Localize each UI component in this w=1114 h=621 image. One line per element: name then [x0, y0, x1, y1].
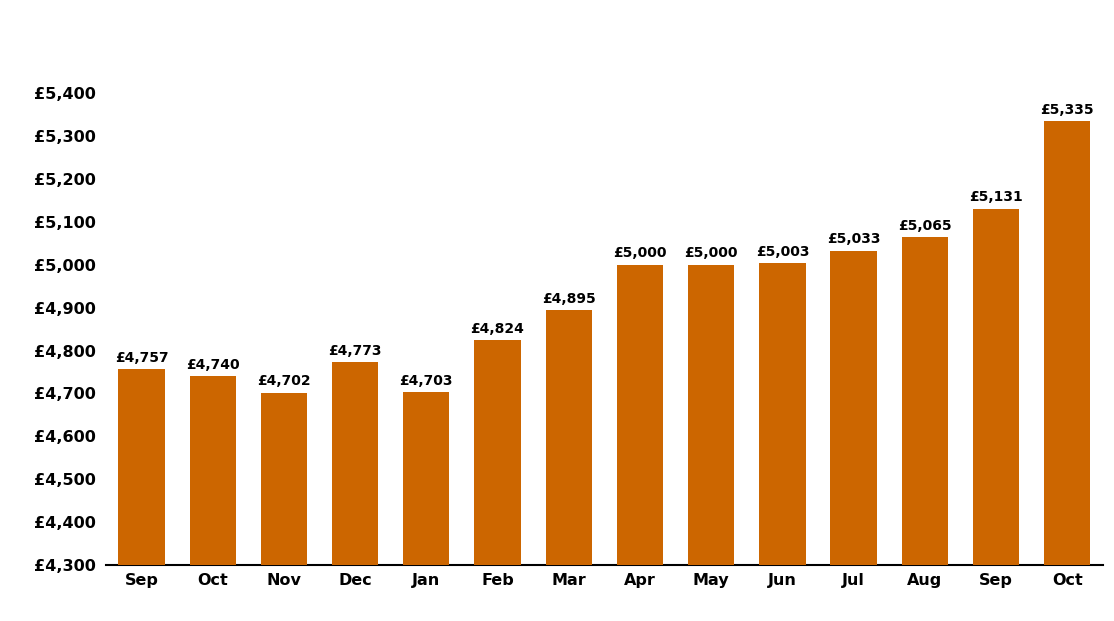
Text: £4,740: £4,740	[186, 358, 240, 372]
Text: £4,702: £4,702	[257, 374, 311, 388]
Bar	[403, 392, 449, 621]
Text: £5,033: £5,033	[827, 232, 880, 247]
Bar	[688, 265, 734, 621]
Text: £5,335: £5,335	[1040, 102, 1094, 117]
Bar	[973, 209, 1019, 621]
Text: BCA – Dealer part-exchange average values: BCA – Dealer part-exchange average value…	[20, 28, 737, 56]
Text: £4,773: £4,773	[329, 344, 382, 358]
Text: £5,000: £5,000	[684, 247, 737, 260]
Text: £4,757: £4,757	[115, 351, 168, 365]
Text: £4,895: £4,895	[541, 291, 596, 306]
Bar	[546, 310, 592, 621]
Bar	[118, 369, 165, 621]
Bar	[901, 237, 948, 621]
Bar	[760, 263, 805, 621]
Text: £5,000: £5,000	[613, 247, 666, 260]
Bar	[1044, 121, 1091, 621]
Bar	[475, 340, 520, 621]
Bar	[830, 251, 877, 621]
Text: £4,824: £4,824	[470, 322, 525, 336]
Bar	[261, 392, 307, 621]
Bar	[189, 376, 236, 621]
Bar	[617, 265, 663, 621]
Text: £5,131: £5,131	[969, 190, 1023, 204]
Text: £4,703: £4,703	[400, 374, 453, 388]
Text: £5,003: £5,003	[755, 245, 809, 259]
Text: £5,065: £5,065	[898, 219, 951, 233]
Bar	[332, 362, 379, 621]
